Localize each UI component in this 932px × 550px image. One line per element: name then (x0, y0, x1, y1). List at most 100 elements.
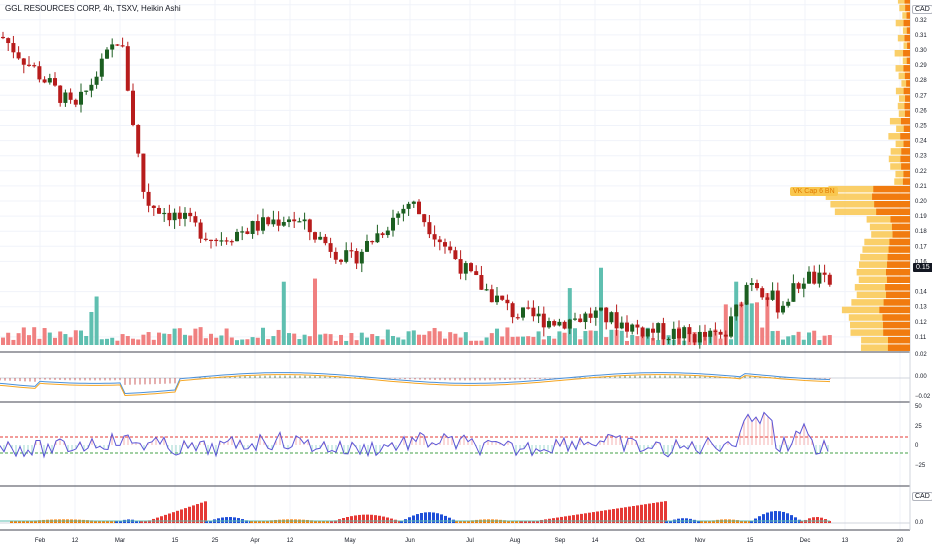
volume-profile-bar-up (904, 72, 910, 80)
volume-bars (1, 267, 832, 345)
hist-bar (704, 521, 707, 523)
volume-profile-bar (858, 276, 910, 283)
price-tick-label: 0.20 (915, 199, 927, 205)
volume-bar (427, 331, 432, 345)
volume-bar (203, 338, 208, 345)
candle-body (822, 272, 827, 275)
volume-bar (651, 337, 655, 345)
candle-body (671, 328, 676, 339)
volume-bar (770, 331, 775, 345)
volume-bar (177, 328, 182, 345)
candle-body (146, 191, 151, 206)
hist-bar (98, 520, 101, 523)
osc-tick-label: 0 (915, 443, 919, 449)
candle-body (599, 307, 603, 311)
candle-body (801, 283, 806, 289)
volume-profile-bar-up (874, 201, 910, 208)
volume-bar (765, 293, 770, 345)
volume-bar (479, 340, 484, 345)
candle-body (630, 324, 635, 332)
hist-bar (503, 520, 506, 523)
volume-profile-bar (898, 110, 910, 117)
candle-body (500, 295, 505, 300)
hist-bar (812, 517, 815, 523)
candle-body (214, 239, 219, 242)
price-tick-label: 0.18 (915, 229, 927, 235)
price-tick-label: 0.25 (915, 124, 927, 130)
candle-body (614, 312, 619, 329)
hist-bar (408, 517, 411, 523)
hist-bar (22, 521, 25, 523)
hist-bar (628, 506, 631, 523)
volume-bar (89, 311, 94, 345)
macd-tick-label: 0.00 (915, 374, 927, 380)
volume-bar (307, 336, 312, 345)
volume-profile-bar (851, 299, 910, 306)
hist-bar (366, 514, 369, 523)
hist-bar (420, 513, 423, 523)
volume-profile-bar-up (902, 178, 910, 185)
volume-bar (11, 339, 16, 345)
candle-body (411, 201, 416, 204)
candle-body (188, 212, 193, 217)
volume-bar (323, 333, 328, 345)
volume-bar (281, 281, 286, 345)
volume-profile-bar-up (887, 261, 910, 268)
hist-bar (669, 520, 672, 523)
candle-body (42, 79, 47, 83)
hist-bar (774, 511, 777, 523)
candle-body (526, 307, 531, 309)
volume-profile-bar (888, 133, 910, 140)
hist-bar (448, 517, 451, 523)
volume-bar (292, 333, 297, 345)
time-tick-label: 14 (592, 538, 599, 544)
volume-profile-bar (899, 4, 910, 12)
volume-bar (99, 339, 104, 345)
candle-body (302, 219, 307, 222)
volume-bar (531, 336, 536, 345)
volume-bar (339, 334, 343, 345)
volume-bar (115, 340, 120, 345)
volume-profile-label: VK Cap 6 BN (790, 187, 838, 196)
volume-bar (448, 332, 453, 345)
volume-bar (458, 337, 463, 345)
hist-bar (160, 516, 163, 523)
volume-bar (84, 335, 89, 345)
volume-bar (484, 337, 489, 345)
price-tick-label: 0.22 (915, 169, 927, 175)
volume-bar (73, 330, 78, 345)
volume-bar (219, 335, 224, 345)
candle-body (489, 289, 494, 303)
hist-bar (560, 516, 563, 523)
volume-bar (141, 334, 146, 345)
time-tick-label: Feb (35, 538, 46, 544)
candle-body (479, 275, 484, 290)
hist-bar (455, 521, 458, 523)
volume-bar (422, 334, 427, 345)
hist-bar (467, 520, 470, 523)
candle-body (323, 236, 328, 244)
volume-bar (406, 331, 411, 345)
hist-bar (592, 512, 595, 523)
volume-profile-bar (902, 57, 910, 65)
volume-bar (744, 300, 749, 345)
hist-bar (204, 501, 207, 523)
volume-profile-bar-up (887, 344, 910, 351)
volume-bar (32, 327, 37, 345)
candle-body (333, 251, 338, 260)
volume-profile-bar (902, 27, 910, 34)
candle-body (827, 274, 832, 285)
volume-profile-bar (825, 193, 910, 200)
hist-bar (90, 520, 93, 523)
candle-body (729, 316, 733, 337)
candle-body (734, 304, 739, 317)
candle-body (677, 328, 681, 339)
volume-profile-bar-up (905, 4, 910, 12)
volume-bar (557, 331, 562, 345)
volume-profile-bar-up (885, 284, 910, 291)
price-tick-label: 0.13 (915, 305, 927, 311)
volume-profile-bar-up (900, 117, 910, 125)
candle-body (687, 327, 692, 335)
hist-bar (736, 520, 739, 523)
volume-profile-bar (888, 155, 910, 163)
